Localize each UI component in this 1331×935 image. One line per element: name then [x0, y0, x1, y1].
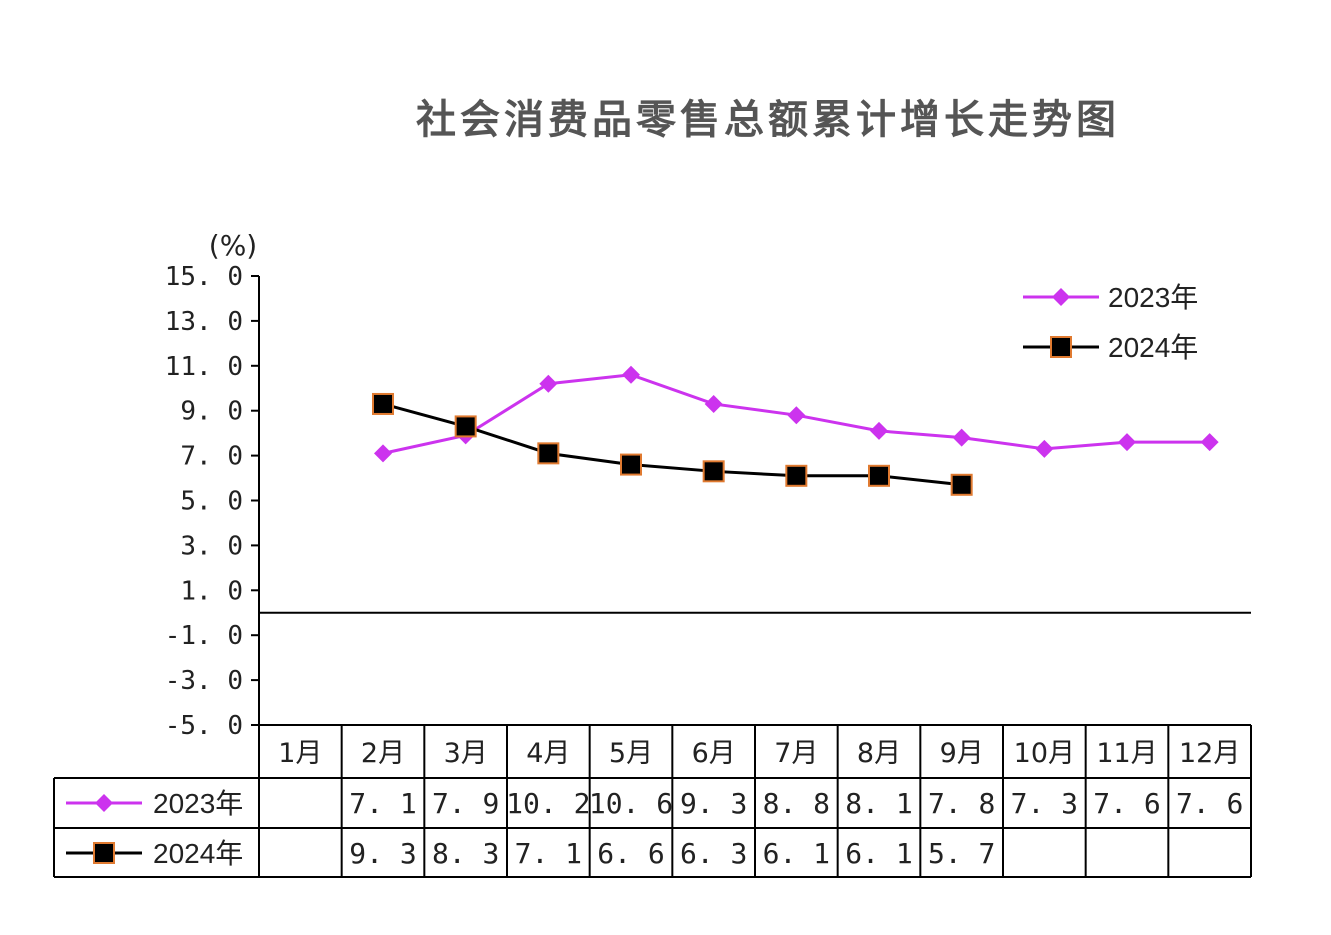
- data-table: 1月 2月 3月 4月 5月 6月 7月 8月 9月 10月 11月 12月 2023年 7. 1 7. 9…: [53, 724, 1252, 878]
- table-cell: 6. 1: [845, 837, 912, 870]
- series-2-marker: [620, 453, 642, 476]
- table-cell: 7. 9: [432, 787, 499, 820]
- table-cell: 7. 8: [928, 787, 995, 820]
- table-cell: 6. 3: [680, 837, 747, 870]
- row-legend-marker: [95, 794, 113, 812]
- y-tick-label: -5. 0: [165, 711, 243, 741]
- y-tick-label: 13. 0: [165, 307, 243, 337]
- y-tick-label: 5. 0: [180, 487, 243, 517]
- x-category-label: 1月: [278, 738, 322, 769]
- table-cell: 6. 6: [597, 837, 664, 870]
- x-category-label: 9月: [940, 738, 984, 769]
- x-category-label: 6月: [692, 738, 736, 769]
- series-1-marker: [1200, 433, 1219, 452]
- series-1-marker: [1035, 439, 1054, 458]
- x-category-label: 8月: [857, 738, 901, 769]
- table-cell: 8. 8: [763, 787, 830, 820]
- series-2-marker: [950, 473, 973, 496]
- series-2-marker: [537, 442, 560, 465]
- x-category-label: 11月: [1096, 738, 1157, 769]
- legend-label: 2023年: [1108, 282, 1198, 313]
- x-category-label: 12月: [1179, 738, 1240, 769]
- table-cell: 9. 3: [349, 837, 416, 870]
- legend-label: 2024年: [1108, 332, 1198, 363]
- table-cell: 10. 6: [589, 787, 673, 820]
- table-cell: 6. 1: [763, 837, 830, 870]
- axes: 15. 0 13. 0 11. 0 9. 0 7. 0 5. 0 3. 0 1. 0 -1. 0…: [165, 262, 1251, 741]
- legend: 2023年 2024年: [1023, 282, 1198, 363]
- table-cell: 5. 7: [928, 837, 995, 870]
- y-tick-label: 11. 0: [165, 352, 243, 382]
- series-1-marker: [787, 406, 806, 425]
- x-category-label: 3月: [444, 738, 488, 769]
- y-tick-label: 9. 0: [180, 397, 243, 427]
- y-tick-label: -3. 0: [165, 666, 243, 696]
- series-1-marker: [539, 374, 558, 393]
- table-cell: 7. 6: [1093, 787, 1160, 820]
- table-cell: 9. 3: [680, 787, 747, 820]
- series-1-marker: [374, 444, 392, 463]
- row-legend-marker: [93, 842, 115, 864]
- y-tick-label: -1. 0: [165, 621, 243, 651]
- table-cell: 8. 1: [845, 787, 912, 820]
- legend-marker: [1052, 288, 1070, 306]
- series-2-marker: [454, 415, 477, 438]
- table-cell: 7. 3: [1011, 787, 1078, 820]
- series-1-marker: [870, 421, 888, 440]
- series-line-2: [382, 402, 962, 487]
- table-row-label: 2023年: [153, 788, 243, 819]
- x-category-label: 4月: [526, 738, 570, 769]
- x-category-label: 2月: [361, 738, 405, 769]
- x-category-label: 10月: [1014, 738, 1075, 769]
- series-1-marker: [704, 394, 723, 413]
- legend-marker: [1050, 336, 1072, 358]
- series-1-marker: [952, 428, 971, 447]
- series-2-marker: [372, 392, 394, 415]
- y-tick-label: 1. 0: [180, 576, 243, 606]
- y-axis-unit: (%): [209, 229, 257, 262]
- table-cell: 8. 3: [432, 837, 499, 870]
- series-markers: [372, 365, 1219, 496]
- y-tick-label: 15. 0: [165, 262, 243, 292]
- y-tick-label: 7. 0: [180, 442, 243, 472]
- series-2-marker: [868, 464, 890, 487]
- series-1-marker: [1118, 433, 1136, 452]
- y-tick-label: 3. 0: [180, 531, 243, 561]
- table-cell: 7. 1: [349, 787, 416, 820]
- table-cell: 7. 1: [515, 837, 582, 870]
- table-row-label: 2024年: [153, 838, 243, 869]
- x-category-label: 7月: [774, 738, 818, 769]
- chart-title: 社会消费品零售总额累计增长走势图: [416, 97, 1120, 143]
- x-category-label: 5月: [609, 738, 653, 769]
- table-cell: 10. 2: [506, 787, 590, 820]
- series-2-marker: [702, 460, 725, 483]
- series-2-marker: [785, 464, 808, 487]
- series-1-marker: [622, 365, 640, 384]
- table-cell: 7. 6: [1176, 787, 1243, 820]
